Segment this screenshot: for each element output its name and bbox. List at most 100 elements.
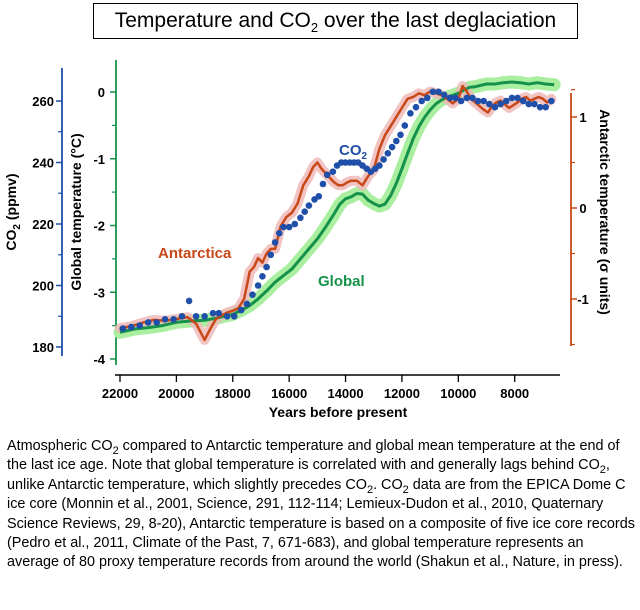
global-tick-label: 0 — [98, 85, 105, 100]
co2-point — [402, 122, 409, 129]
global-axis: 0 -1 -2 -3 -4 Global temperature (°C) — [68, 60, 116, 367]
caption-paragraph: Atmospheric CO2 compared to Antarctic te… — [7, 437, 635, 573]
co2-point — [280, 224, 287, 231]
co2-point — [320, 181, 327, 188]
x-tick-label: 10000 — [440, 386, 476, 401]
caption-text: Atmospheric CO — [7, 438, 113, 454]
x-tick-label: 20000 — [158, 386, 194, 401]
co2-point — [259, 273, 266, 280]
antarctic-tick-label: 1 — [579, 110, 586, 125]
global-tick-label: -4 — [93, 352, 105, 367]
co2-axis-label-part: (ppmv) — [3, 173, 19, 224]
co2-tick-label: 180 — [32, 340, 54, 355]
co2-point — [413, 104, 420, 111]
deglaciation-chart: 22000 20000 18000 16000 14000 12000 10000 8000Y… — [0, 0, 640, 430]
x-tick-label: 12000 — [384, 386, 420, 401]
co2-point — [120, 325, 127, 332]
co2-point — [492, 104, 499, 111]
co2-point — [531, 101, 538, 108]
co2-point — [441, 92, 448, 99]
x-tick-label: 8000 — [500, 386, 529, 401]
co2-point — [210, 310, 217, 317]
co2-point — [186, 298, 193, 305]
co2-point — [520, 98, 527, 105]
co2-point — [385, 150, 392, 157]
co2-annotation: CO2 — [339, 142, 368, 162]
co2-point — [486, 101, 493, 108]
co2-axis-label: CO2 (ppmv) — [3, 173, 23, 250]
caption-text: . CO — [373, 477, 403, 493]
co2-point — [136, 322, 143, 329]
co2-point — [238, 307, 245, 314]
antarctic-tick-label: 0 — [579, 201, 586, 216]
co2-point — [231, 313, 238, 320]
global-tick-label: -2 — [93, 219, 105, 234]
co2-point — [128, 324, 135, 331]
x-tick-label: 18000 — [215, 386, 251, 401]
co2-point — [324, 172, 331, 179]
global-tick-label: -3 — [93, 285, 105, 300]
antarctica-annotation: Antarctica — [158, 245, 232, 262]
co2-point — [430, 89, 437, 96]
co2-point — [330, 168, 337, 175]
co2-point — [389, 144, 396, 151]
co2-axis: 180 200 220 240 260 CO2 (ppmv) — [3, 68, 62, 356]
co2-point — [397, 132, 404, 139]
co2-point — [153, 319, 160, 326]
antarctic-axis-label: Antarctic temperature (σ units) — [597, 109, 613, 315]
co2-point — [255, 282, 262, 289]
co2-point — [316, 193, 323, 200]
co2-annotation-subscript: 2 — [362, 151, 368, 162]
co2-point — [407, 110, 414, 117]
antarctic-axis: 1 0 -1 Antarctic temperature (σ units) — [571, 90, 613, 346]
co2-point — [301, 208, 308, 215]
co2-point — [201, 313, 208, 320]
co2-point — [297, 215, 304, 222]
x-axis-label: Years before present — [269, 404, 408, 420]
co2-point — [393, 138, 400, 145]
co2-point — [276, 230, 283, 237]
co2-point — [497, 101, 504, 108]
co2-point — [286, 224, 293, 231]
co2-point — [480, 98, 487, 105]
co2-point — [272, 239, 279, 246]
x-tick-label: 14000 — [327, 386, 363, 401]
global-temperature-line — [120, 82, 554, 332]
co2-point — [162, 316, 169, 323]
co2-point — [263, 264, 270, 271]
co2-point — [458, 98, 465, 105]
co2-point — [514, 95, 521, 102]
co2-point — [193, 313, 200, 320]
x-tick-label: 16000 — [271, 386, 307, 401]
co2-point — [268, 252, 275, 259]
co2-point — [380, 156, 387, 163]
co2-point — [170, 316, 177, 323]
co2-axis-label-part: CO — [3, 229, 19, 250]
co2-point — [145, 319, 152, 326]
co2-tick-label: 200 — [32, 279, 54, 294]
co2-point — [249, 291, 256, 298]
co2-point — [292, 221, 299, 228]
co2-point — [424, 95, 431, 102]
co2-tick-label: 240 — [32, 156, 54, 171]
co2-point — [244, 301, 251, 308]
co2-point — [503, 98, 510, 105]
figure-caption: Atmospheric CO2 compared to Antarctic te… — [7, 437, 635, 573]
co2-point — [306, 202, 313, 209]
antarctic-tick-label: -1 — [577, 292, 589, 307]
co2-point — [215, 310, 222, 317]
co2-point — [548, 98, 555, 105]
co2-point — [224, 313, 231, 320]
global-axis-label: Global temperature (°C) — [68, 133, 84, 290]
co2-point — [469, 95, 476, 102]
co2-point — [542, 104, 549, 111]
co2-point — [179, 313, 186, 320]
co2-point — [376, 162, 383, 169]
co2-point — [435, 89, 442, 96]
co2-point — [452, 95, 459, 102]
data-series: CO2 Antarctica Global — [120, 82, 555, 340]
co2-tick-label: 260 — [32, 94, 54, 109]
co2-point — [418, 98, 425, 105]
global-tick-label: -1 — [93, 152, 105, 167]
x-tick-label: 22000 — [102, 386, 138, 401]
